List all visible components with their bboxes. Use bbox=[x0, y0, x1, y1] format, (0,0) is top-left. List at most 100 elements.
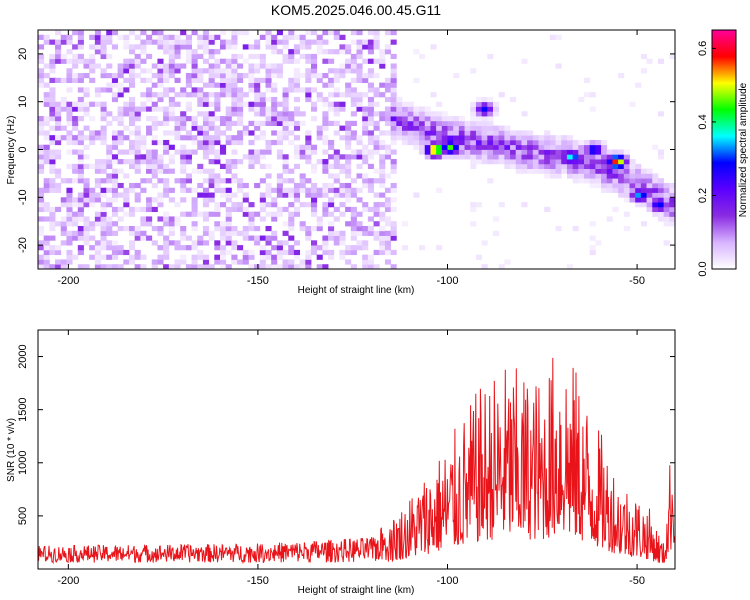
heatmap-cell bbox=[322, 139, 329, 146]
heatmap-cell bbox=[470, 163, 477, 170]
heatmap-cell bbox=[191, 92, 198, 98]
heatmap-cell bbox=[629, 168, 636, 174]
heatmap-cell bbox=[311, 182, 318, 189]
heatmap-cell bbox=[350, 249, 357, 256]
heatmap-cell bbox=[657, 149, 665, 155]
heatmap-cell bbox=[390, 92, 397, 98]
heatmap-cell bbox=[373, 73, 380, 79]
heatmap-cell bbox=[504, 149, 511, 155]
heatmap-cell bbox=[38, 168, 45, 174]
colorbar-tick-label: 0.4 bbox=[697, 114, 709, 129]
heatmap-cell bbox=[589, 235, 596, 241]
heatmap-cell bbox=[475, 111, 483, 117]
heatmap-cell bbox=[282, 135, 289, 141]
heatmap-cell bbox=[305, 225, 312, 232]
heatmap-cell bbox=[356, 154, 363, 160]
heatmap-cell bbox=[373, 144, 380, 150]
heatmap-cell bbox=[356, 230, 363, 236]
heatmap-cell bbox=[60, 135, 67, 141]
heatmap-cell bbox=[111, 254, 119, 260]
heatmap-cell bbox=[396, 130, 403, 136]
heatmap-cell bbox=[322, 96, 329, 103]
heatmap-cell bbox=[38, 44, 45, 50]
heatmap-cell bbox=[544, 139, 551, 146]
heatmap-cell bbox=[49, 96, 56, 103]
heatmap-cell bbox=[106, 187, 113, 193]
heatmap-cell bbox=[38, 130, 45, 136]
heatmap-cell bbox=[635, 178, 642, 184]
heatmap-cell bbox=[584, 173, 591, 179]
heatmap-cell bbox=[43, 259, 50, 265]
heatmap-cell bbox=[111, 173, 119, 179]
heatmap-cell bbox=[362, 92, 369, 98]
heatmap-cell bbox=[214, 139, 221, 146]
heatmap-cell bbox=[163, 63, 170, 69]
heatmap-cell bbox=[390, 235, 397, 241]
heatmap-cell bbox=[83, 235, 90, 241]
heatmap-cell bbox=[384, 154, 392, 160]
heatmap-cell bbox=[390, 197, 397, 203]
heatmap-cell bbox=[288, 221, 295, 227]
heatmap-cell bbox=[293, 106, 301, 112]
heatmap-cell bbox=[305, 230, 312, 236]
heatmap-cell bbox=[38, 58, 45, 64]
heatmap-cell bbox=[390, 30, 397, 36]
heatmap-cell bbox=[504, 154, 511, 160]
heatmap-cell bbox=[271, 63, 278, 69]
heatmap-cell bbox=[481, 116, 488, 122]
heatmap-cell bbox=[350, 39, 357, 45]
heatmap-cell bbox=[293, 144, 301, 150]
heatmap-cell bbox=[231, 34, 238, 40]
heatmap-cell bbox=[140, 101, 147, 107]
heatmap-cell bbox=[373, 139, 380, 146]
heatmap-cell bbox=[123, 58, 130, 64]
heatmap-cell bbox=[220, 44, 227, 50]
heatmap-cell bbox=[151, 182, 158, 189]
heatmap-cell bbox=[77, 159, 84, 165]
heatmap-cell bbox=[38, 144, 45, 150]
heatmap-cell bbox=[55, 58, 62, 64]
heatmap-cell bbox=[333, 111, 340, 117]
heatmap-cell bbox=[254, 225, 261, 232]
heatmap-cell bbox=[106, 120, 113, 126]
heatmap-cell bbox=[328, 77, 335, 83]
heatmap-cell bbox=[384, 249, 392, 256]
heatmap-cell bbox=[373, 211, 380, 217]
heatmap-cell bbox=[60, 197, 67, 203]
heatmap-cell bbox=[276, 39, 283, 45]
heatmap-cell bbox=[572, 178, 579, 184]
heatmap-cell bbox=[242, 206, 249, 213]
heatmap-cell bbox=[396, 111, 403, 117]
heatmap-cell bbox=[595, 163, 602, 170]
heatmap-cell bbox=[555, 139, 562, 146]
heatmap-cell bbox=[265, 173, 272, 179]
heatmap-cell bbox=[191, 116, 198, 122]
heatmap-cell bbox=[117, 130, 124, 136]
heatmap-cell bbox=[38, 125, 45, 131]
heatmap-cell bbox=[237, 182, 244, 189]
heatmap-cell bbox=[134, 197, 141, 203]
heatmap-cell bbox=[402, 139, 409, 146]
heatmap-cell bbox=[100, 235, 107, 241]
heatmap-cell bbox=[453, 144, 460, 150]
heatmap-cell bbox=[487, 178, 494, 184]
heatmap-cell bbox=[373, 111, 380, 117]
heatmap-cell bbox=[328, 144, 335, 150]
heatmap-cell bbox=[185, 34, 192, 40]
heatmap-cell bbox=[316, 92, 323, 98]
heatmap-cell bbox=[43, 63, 50, 69]
heatmap-cell bbox=[106, 111, 113, 117]
heatmap-cell bbox=[623, 178, 630, 184]
heatmap-cell bbox=[436, 125, 443, 131]
heatmap-cell bbox=[430, 92, 437, 98]
heatmap-cell bbox=[174, 259, 181, 265]
heatmap-cell bbox=[163, 92, 170, 98]
heatmap-cell bbox=[231, 225, 238, 232]
heatmap-cell bbox=[146, 159, 153, 165]
heatmap-cell bbox=[237, 92, 244, 98]
heatmap-cell bbox=[276, 206, 283, 213]
heatmap-cell bbox=[652, 206, 659, 213]
heatmap-cell bbox=[646, 178, 653, 184]
heatmap-cell bbox=[356, 30, 363, 36]
heatmap-cell bbox=[498, 130, 505, 136]
